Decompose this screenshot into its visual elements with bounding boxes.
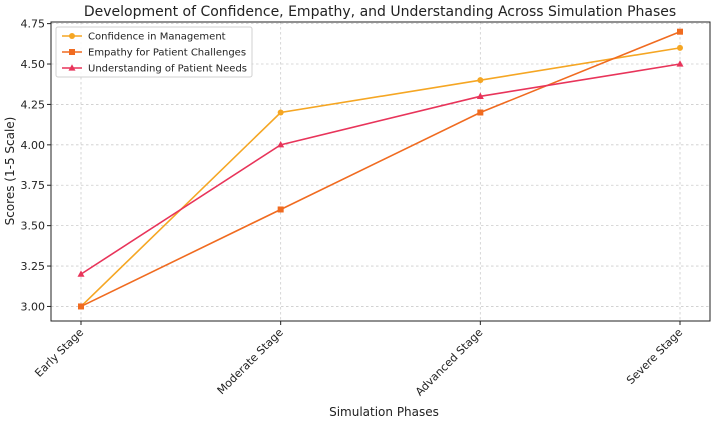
series-line xyxy=(80,47,681,308)
data-point xyxy=(78,303,84,310)
data-point xyxy=(477,109,484,116)
legend-label: Confidence in Management xyxy=(88,32,226,43)
data-point xyxy=(677,44,683,51)
legend-swatch-marker xyxy=(69,33,75,39)
y-axis-ticks: 3.00 3.25 3.50 3.75 4.00 4.25 4.50 4.75 xyxy=(21,18,51,313)
y-tick-label: 4.00 xyxy=(21,139,46,152)
y-tick-label: 3.25 xyxy=(21,260,46,273)
x-tick-label: Advanced Stage xyxy=(413,326,486,399)
series-0 xyxy=(78,44,683,310)
data-point xyxy=(277,109,284,116)
series-lines xyxy=(77,28,684,310)
x-tick-label: Early Stage xyxy=(32,326,86,380)
legend-item: Empathy for Patient Challenges xyxy=(62,48,246,59)
series-2 xyxy=(77,60,684,277)
legend-swatch-marker xyxy=(68,64,76,71)
y-tick-label: 3.50 xyxy=(21,220,46,233)
y-tick-label: 3.75 xyxy=(21,179,46,192)
legend-box xyxy=(55,26,253,78)
data-point xyxy=(677,28,683,35)
legend-label: Understanding of Patient Needs xyxy=(88,64,247,75)
legend-swatch-marker xyxy=(69,49,75,55)
y-axis-label: Scores (1-5 Scale) xyxy=(3,117,17,226)
series-line xyxy=(80,63,681,275)
y-tick-label: 4.75 xyxy=(21,18,46,31)
series-line xyxy=(80,30,681,308)
y-tick-label: 4.25 xyxy=(21,98,46,111)
plot-area-frame xyxy=(50,21,711,322)
x-tick-label: Moderate Stage xyxy=(215,326,286,397)
data-point xyxy=(676,60,684,67)
legend: Confidence in Management Empathy for Pati… xyxy=(55,26,253,78)
y-tick-label: 3.00 xyxy=(21,300,46,313)
legend-item: Confidence in Management xyxy=(62,32,226,43)
chart-title: Development of Confidence, Empathy, and … xyxy=(84,4,676,20)
y-tick-label: 4.50 xyxy=(21,58,46,71)
data-point xyxy=(477,77,484,84)
legend-label: Empathy for Patient Challenges xyxy=(88,48,246,59)
data-point xyxy=(277,141,285,148)
data-point xyxy=(476,92,484,99)
data-point xyxy=(277,206,284,213)
series-1 xyxy=(78,28,683,310)
legend-item: Understanding of Patient Needs xyxy=(62,64,247,75)
x-tick-label: Severe Stage xyxy=(624,326,685,387)
x-axis-label: Simulation Phases xyxy=(329,405,439,419)
x-axis-ticks: Early Stage Moderate Stage Advanced Stage S… xyxy=(32,321,685,398)
data-point xyxy=(77,270,85,277)
